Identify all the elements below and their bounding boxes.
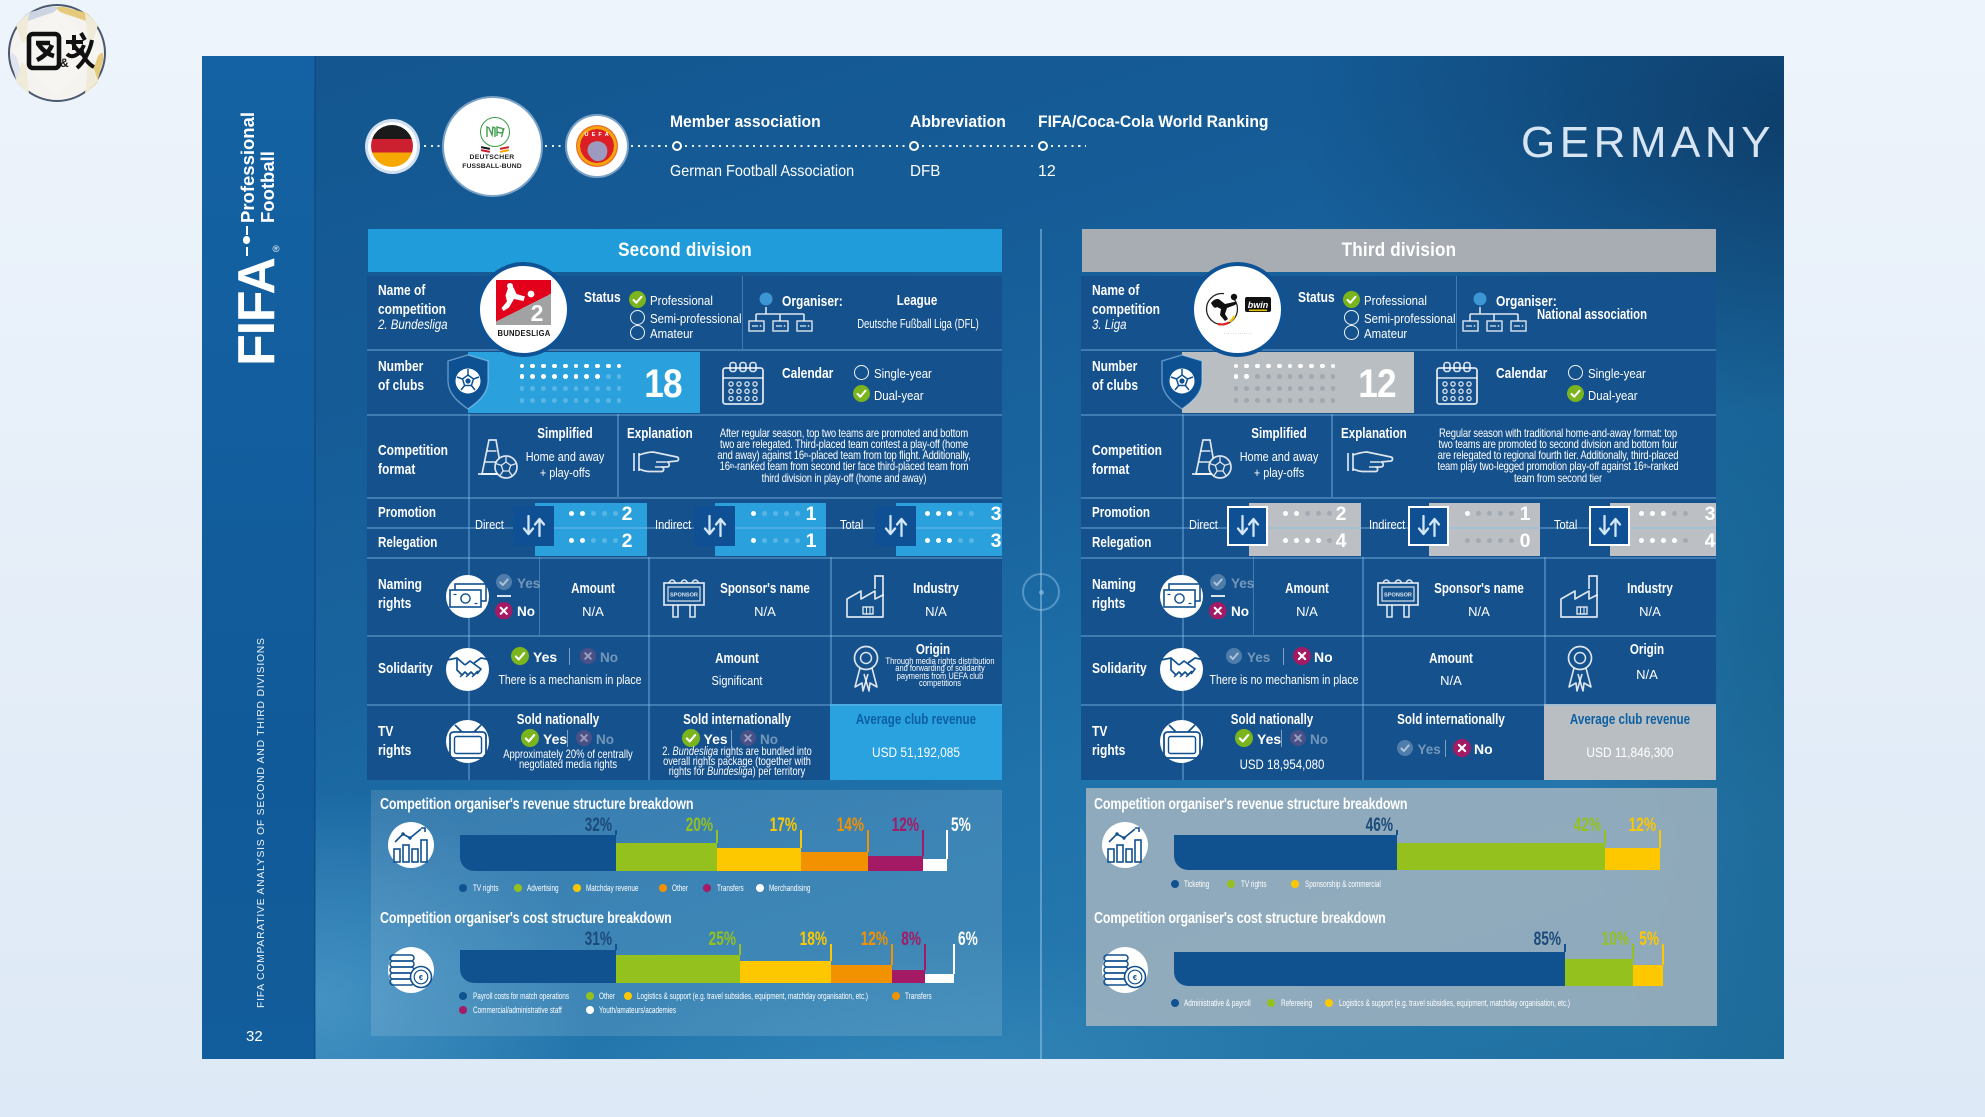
svg-text:SPONSOR: SPONSOR (670, 593, 698, 599)
svg-text:&: & (60, 56, 69, 70)
svg-text:SPONSOR: SPONSOR (1384, 593, 1412, 599)
svg-text:€: € (1133, 973, 1138, 982)
svg-text:€: € (419, 973, 424, 982)
svg-text:bwin: bwin (1248, 300, 1269, 310)
